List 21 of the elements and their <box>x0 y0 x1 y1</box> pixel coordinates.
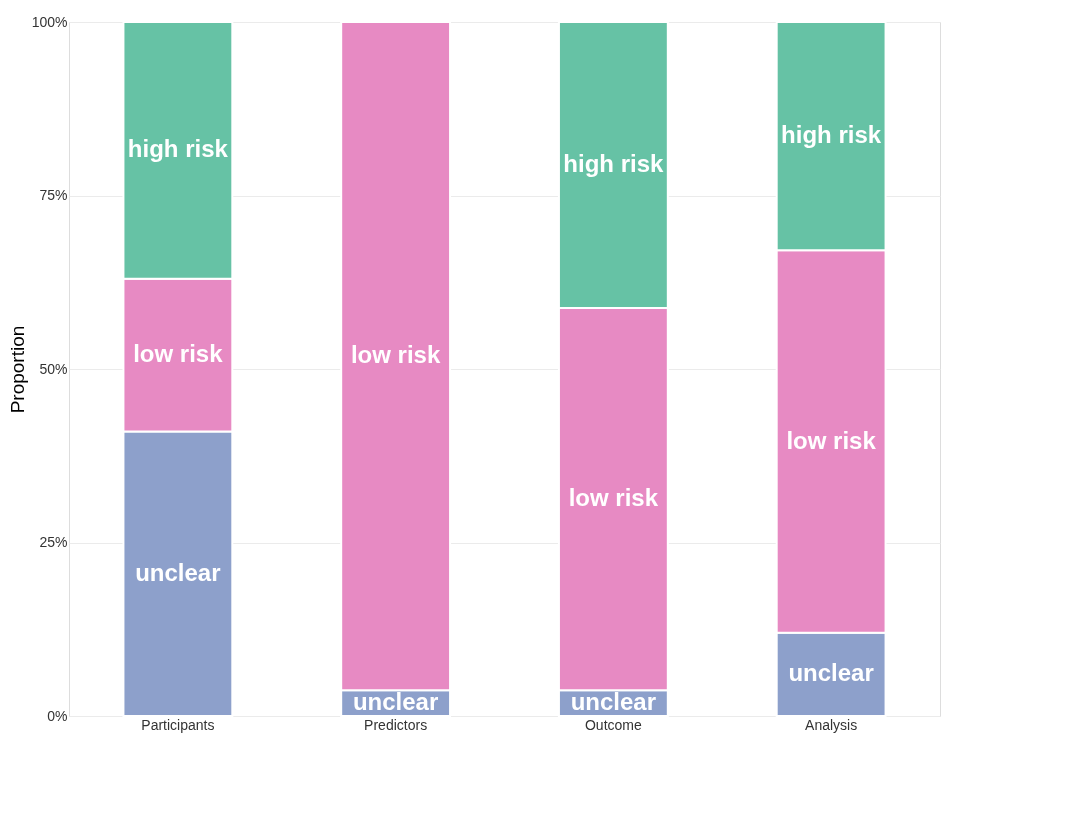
text: low risk <box>786 426 876 454</box>
text: low risk <box>568 484 659 512</box>
series-label: low risk <box>133 340 224 368</box>
text: high risk <box>127 135 228 163</box>
y-tick-label: 50% <box>39 360 68 377</box>
text: unclear <box>135 558 221 586</box>
x-tick-label: Outcome <box>584 716 642 733</box>
x-tick-label: Analysis <box>805 716 858 733</box>
y-axis-title: Proportion <box>6 325 28 414</box>
text: high risk <box>781 121 882 149</box>
y-tick-label: 25% <box>39 534 68 550</box>
series-label: unclear <box>352 688 439 716</box>
x-tick-label: Predictors <box>364 716 428 733</box>
y-tick-label: 75% <box>39 187 68 203</box>
y-tick-label: 100% <box>31 13 68 30</box>
text: unclear <box>570 688 657 716</box>
y-tick-label: 0% <box>47 707 68 724</box>
text: unclear <box>788 659 874 687</box>
series-label: high risk <box>563 149 665 177</box>
x-tick-label: Participants <box>141 716 215 733</box>
text: low risk <box>350 341 441 369</box>
